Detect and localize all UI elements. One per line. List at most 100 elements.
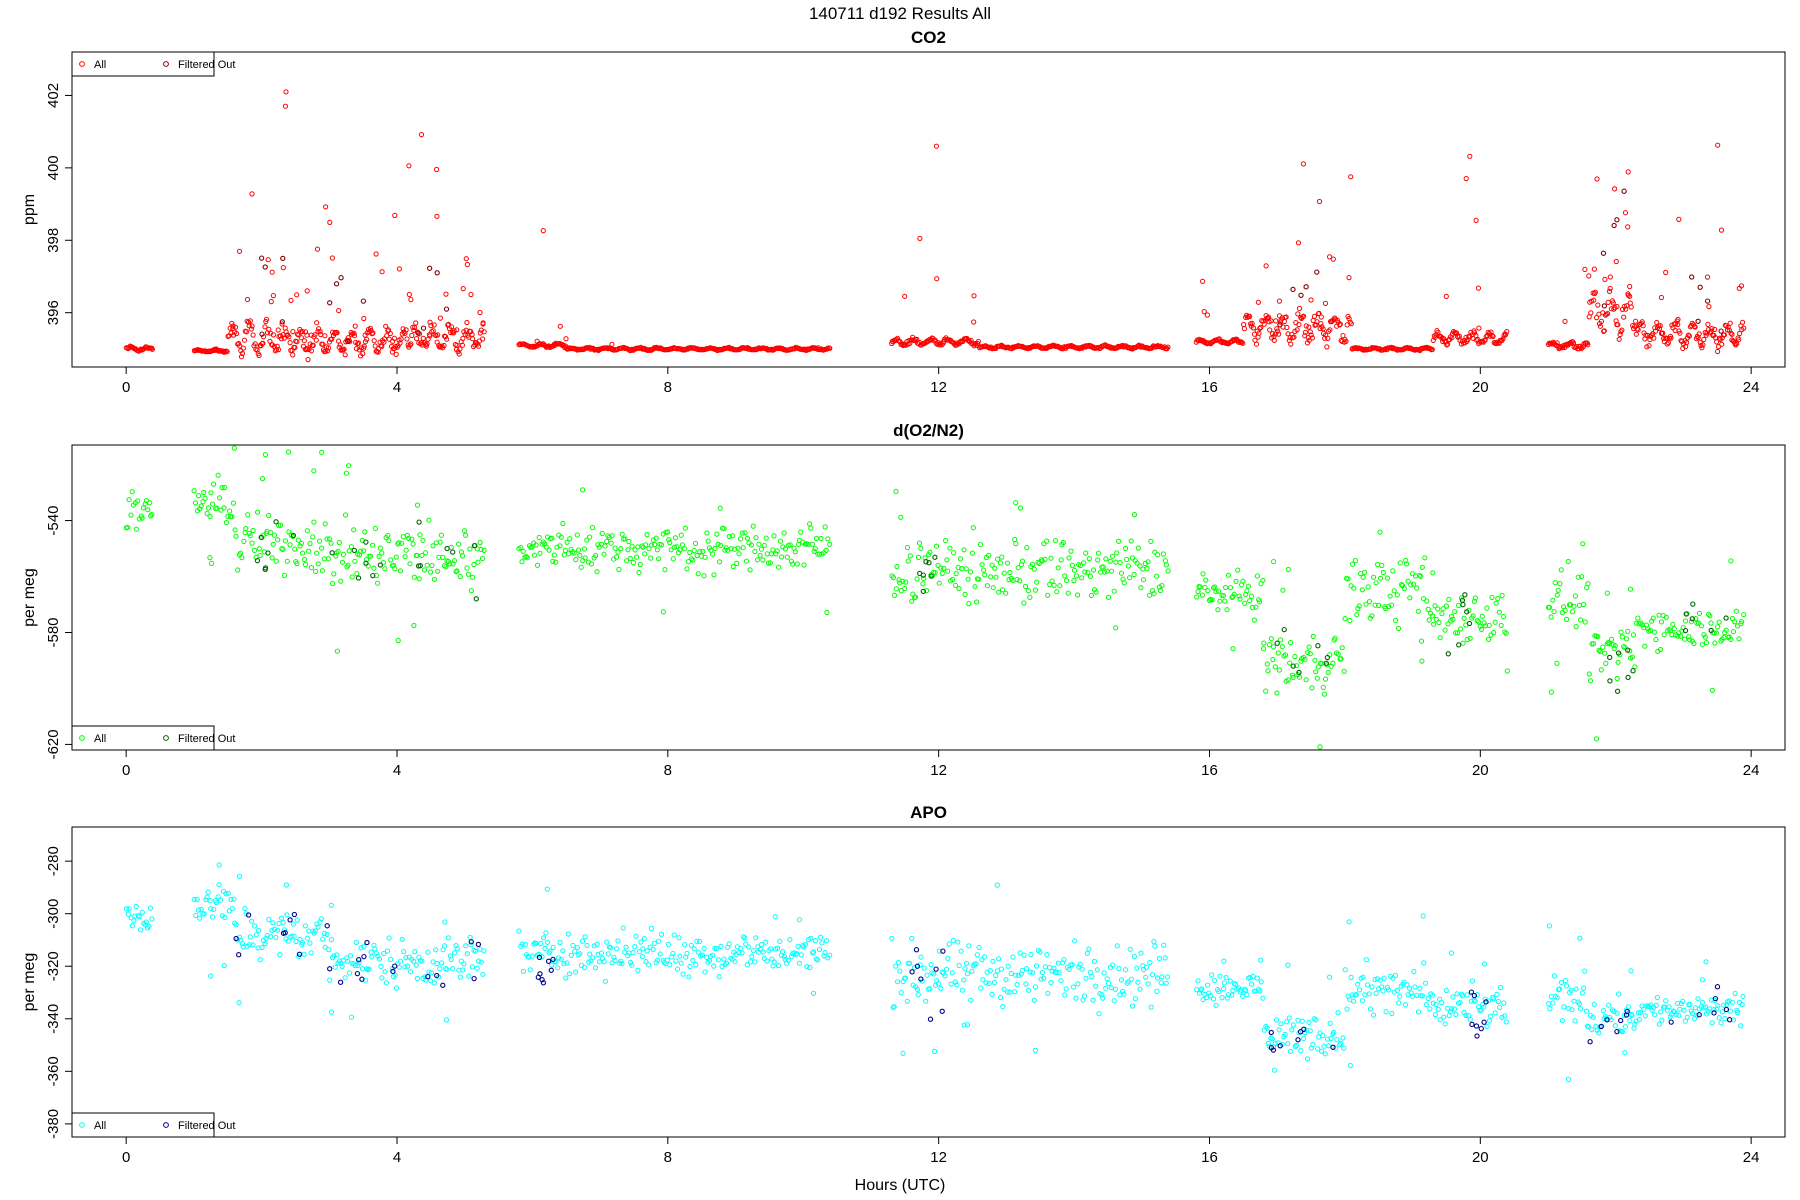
data-point-all — [1203, 995, 1210, 1001]
data-point-all — [1687, 1001, 1693, 1008]
data-point-all — [1005, 963, 1011, 969]
data-point-all — [1349, 561, 1356, 567]
data-point-all — [244, 329, 250, 335]
data-point-all — [932, 570, 938, 576]
data-point-all — [1739, 619, 1745, 625]
data-point-all — [247, 533, 253, 539]
data-point-all — [538, 940, 544, 947]
data-point-filtered — [370, 572, 376, 579]
data-point-all — [1657, 646, 1664, 653]
data-point-all — [612, 957, 618, 964]
data-point-all — [1276, 1027, 1282, 1033]
data-point-all — [255, 509, 261, 515]
data-point-all — [1245, 583, 1252, 589]
data-point-all — [966, 601, 972, 607]
data-point-all — [1114, 550, 1120, 556]
data-point-all — [1500, 336, 1506, 342]
data-point-all — [902, 585, 908, 592]
data-point-all — [1408, 582, 1414, 588]
data-point-all — [441, 943, 448, 949]
data-point-all — [1636, 1017, 1643, 1023]
data-point-all — [1387, 593, 1393, 599]
data-point-all — [1354, 612, 1360, 618]
data-point-filtered — [473, 596, 479, 602]
data-point-all — [239, 940, 245, 947]
data-point-all — [1348, 321, 1354, 327]
data-point-all — [268, 934, 274, 940]
data-point-filtered — [236, 952, 242, 958]
data-point-all — [714, 946, 720, 952]
data-point-filtered — [548, 967, 554, 973]
data-point-all — [1032, 587, 1039, 593]
data-point-all — [518, 545, 524, 551]
data-point-all — [1013, 972, 1019, 978]
data-point-all — [1709, 326, 1715, 332]
data-point-all — [644, 532, 650, 538]
data-point-all — [129, 923, 135, 929]
data-point-all — [1330, 660, 1336, 666]
data-point-all — [481, 948, 487, 954]
data-point-all — [297, 543, 303, 549]
data-point-all — [205, 505, 211, 511]
data-point-all — [310, 534, 316, 540]
data-point-all — [1285, 677, 1291, 683]
data-point-filtered — [1460, 601, 1466, 608]
data-point-filtered — [1464, 609, 1470, 615]
data-point-all — [147, 905, 153, 911]
data-point-all — [1625, 1004, 1631, 1010]
data-point-all — [1442, 1021, 1448, 1027]
data-point-all — [463, 943, 469, 949]
data-point-all — [723, 960, 730, 966]
data-point-all — [273, 347, 279, 353]
data-point-all — [433, 947, 439, 953]
data-point-all — [1614, 303, 1620, 310]
data-point-all — [1722, 1016, 1728, 1022]
data-point-all — [1372, 602, 1378, 608]
data-point-all — [1081, 560, 1087, 566]
data-point-all — [1467, 635, 1473, 641]
data-point-all — [456, 541, 462, 547]
data-point-all — [1069, 962, 1075, 968]
data-point-all — [367, 553, 374, 559]
data-point-all — [635, 544, 641, 550]
data-point-all — [1278, 1021, 1284, 1027]
data-point-all — [231, 445, 237, 451]
data-point-all — [372, 343, 378, 349]
data-point-all — [333, 553, 339, 559]
data-point-all — [1085, 570, 1091, 576]
data-point-all — [1348, 174, 1354, 180]
data-point-all — [332, 964, 338, 970]
data-point-all — [965, 576, 971, 582]
data-point-all — [1711, 630, 1717, 636]
data-point-all — [371, 338, 377, 344]
data-point-all — [1015, 565, 1021, 571]
data-point-all — [1613, 258, 1619, 265]
data-point-all — [1399, 582, 1405, 588]
data-point-all — [1261, 646, 1267, 652]
data-point-all — [625, 547, 631, 553]
data-point-all — [1235, 567, 1241, 573]
data-point-all — [351, 333, 358, 339]
data-point-all — [1289, 1027, 1295, 1033]
data-point-all — [1352, 558, 1359, 564]
data-point-all — [1396, 1000, 1402, 1006]
data-point-all — [1373, 990, 1379, 997]
data-point-all — [311, 519, 317, 525]
data-point-all — [1289, 672, 1296, 678]
data-point-all — [1677, 330, 1683, 336]
data-point-all — [451, 558, 458, 564]
data-point-all — [1201, 309, 1207, 315]
data-point-all — [323, 204, 329, 210]
data-point-all — [1377, 575, 1384, 581]
data-point-all — [277, 522, 284, 528]
data-point-all — [403, 955, 409, 961]
data-point-all — [800, 943, 806, 949]
data-point-all — [700, 548, 706, 555]
data-point-all — [933, 143, 940, 149]
data-point-all — [419, 958, 425, 964]
data-point-all — [361, 315, 367, 322]
data-point-all — [950, 937, 957, 944]
data-point-all — [932, 1048, 938, 1055]
data-point-all — [481, 329, 487, 335]
data-point-all — [973, 961, 979, 967]
